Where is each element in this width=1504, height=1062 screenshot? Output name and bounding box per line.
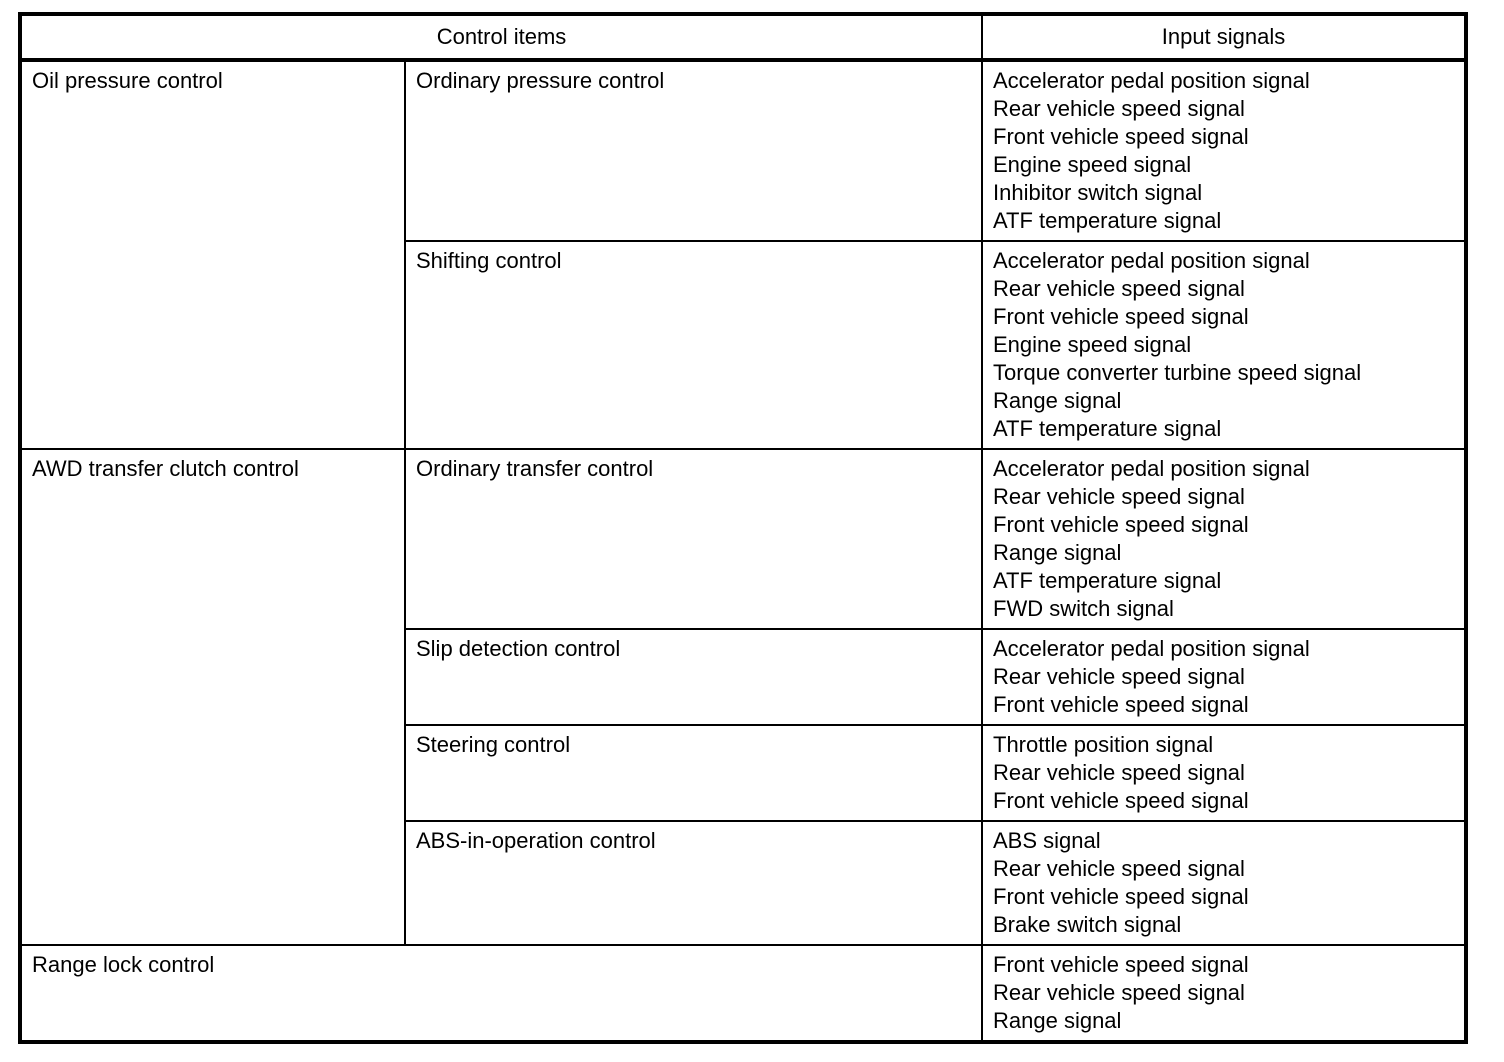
control-items-table: Control items Input signals Oil pressure… <box>18 12 1468 1044</box>
input-signals-cell: Accelerator pedal position signal Rear v… <box>981 59 1467 242</box>
input-signals-cell: ABS signal Rear vehicle speed signal Fro… <box>981 820 1467 946</box>
control-item-cell-abs-in-operation-control: ABS-in-operation control <box>404 820 983 946</box>
input-signals-cell: Accelerator pedal position signal Rear v… <box>981 448 1467 630</box>
table-row: AWD transfer clutch control Ordinary tra… <box>19 448 1467 946</box>
group-cell-awd-transfer-clutch-control: AWD transfer clutch control <box>19 448 406 946</box>
group-cell-range-lock-control: Range lock control <box>19 944 983 1043</box>
control-item-cell-shifting-control: Shifting control <box>404 240 983 450</box>
table-row: Shifting control Accelerator pedal posit… <box>20 240 1467 450</box>
control-item-cell-slip-detection-control: Slip detection control <box>404 628 983 726</box>
control-item-cell-ordinary-transfer-control: Ordinary transfer control <box>404 448 983 630</box>
header-control-items: Control items <box>19 13 983 62</box>
control-item-cell-steering-control: Steering control <box>404 724 983 822</box>
table-row: Range lock control Front vehicle speed s… <box>19 944 1467 1043</box>
control-item-cell-ordinary-pressure-control: Ordinary pressure control <box>404 59 983 242</box>
table-row: Oil pressure control Ordinary pressure c… <box>19 59 1467 450</box>
input-signals-cell: Front vehicle speed signal Rear vehicle … <box>981 944 1467 1043</box>
input-signals-cell: Throttle position signal Rear vehicle sp… <box>981 724 1467 822</box>
table-row: Slip detection control Accelerator pedal… <box>20 628 1467 726</box>
header-input-signals: Input signals <box>981 13 1467 62</box>
group-cell-oil-pressure-control: Oil pressure control <box>19 59 406 450</box>
table-row: Steering control Throttle position signa… <box>20 724 1467 822</box>
table-row: ABS-in-operation control ABS signal Rear… <box>20 820 1467 946</box>
input-signals-cell: Accelerator pedal position signal Rear v… <box>981 240 1467 450</box>
table-header-row: Control items Input signals <box>19 13 1467 62</box>
input-signals-cell: Accelerator pedal position signal Rear v… <box>981 628 1467 726</box>
